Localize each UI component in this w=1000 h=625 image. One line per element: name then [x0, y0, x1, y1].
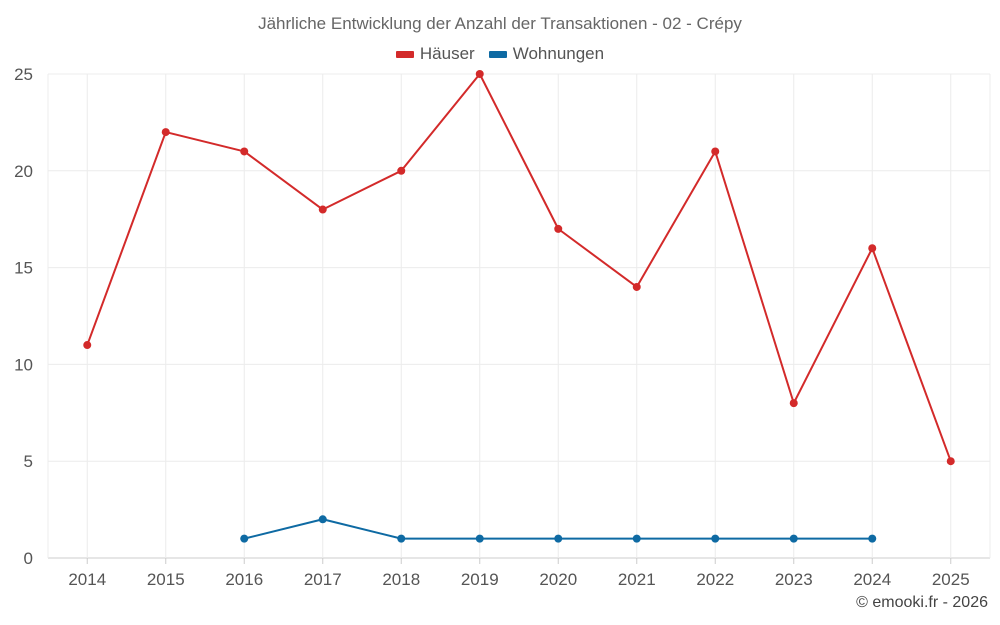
data-point-wohnungen	[318, 515, 327, 524]
data-point-wohnungen	[554, 534, 563, 543]
legend-swatch-haeuser	[395, 50, 414, 58]
data-point-wohnungen	[240, 534, 249, 543]
x-tick-label: 2019	[461, 570, 499, 589]
x-tick-label: 2018	[382, 570, 420, 589]
data-point-haeuser	[397, 166, 406, 175]
legend-label-haeuser: Häuser	[419, 44, 475, 63]
data-point-wohnungen	[475, 534, 484, 543]
x-tick-label: 2020	[539, 570, 577, 589]
legend-item-haeuser[interactable]: Häuser	[395, 44, 475, 64]
series-line-haeuser	[86, 73, 952, 462]
data-point-haeuser	[554, 224, 563, 233]
y-tick-label: 10	[14, 355, 33, 374]
x-tick-label: 2023	[775, 570, 813, 589]
x-tick-label: 2021	[618, 570, 656, 589]
legend-label-wohnungen: Wohnungen	[512, 44, 605, 63]
x-tick-label: 2017	[304, 570, 342, 589]
x-tick-label: 2024	[853, 570, 891, 589]
y-tick-label: 20	[14, 162, 33, 181]
chart-title: Jährliche Entwicklung der Anzahl der Tra…	[258, 14, 742, 33]
y-tick-label: 5	[24, 452, 33, 471]
data-point-wohnungen	[789, 534, 798, 543]
data-point-haeuser	[711, 147, 720, 156]
data-point-haeuser	[946, 457, 955, 466]
x-tick-label: 2022	[696, 570, 734, 589]
data-point-haeuser	[789, 399, 798, 408]
data-point-wohnungen	[711, 534, 720, 543]
data-point-wohnungen	[632, 534, 641, 543]
y-tick-label: 25	[14, 65, 33, 84]
data-point-haeuser	[475, 70, 484, 78]
x-tick-label: 2015	[147, 570, 185, 589]
data-point-haeuser	[318, 205, 327, 214]
data-point-haeuser	[240, 147, 249, 156]
y-tick-label: 0	[24, 549, 33, 568]
chart-legend: Häuser Wohnungen	[0, 44, 1000, 64]
legend-item-wohnungen[interactable]: Wohnungen	[488, 44, 605, 64]
legend-swatch-wohnungen	[488, 50, 507, 58]
data-point-haeuser	[83, 341, 92, 350]
x-tick-label: 2014	[68, 570, 106, 589]
data-point-haeuser	[632, 282, 641, 291]
data-point-haeuser	[868, 244, 877, 253]
data-point-wohnungen	[397, 534, 406, 543]
y-tick-label: 15	[14, 259, 33, 278]
x-tick-label: 2025	[932, 570, 970, 589]
x-tick-label: 2016	[225, 570, 263, 589]
data-point-wohnungen	[868, 534, 877, 543]
data-point-haeuser	[161, 128, 170, 137]
copyright-credit: © emooki.fr - 2026	[856, 594, 988, 611]
